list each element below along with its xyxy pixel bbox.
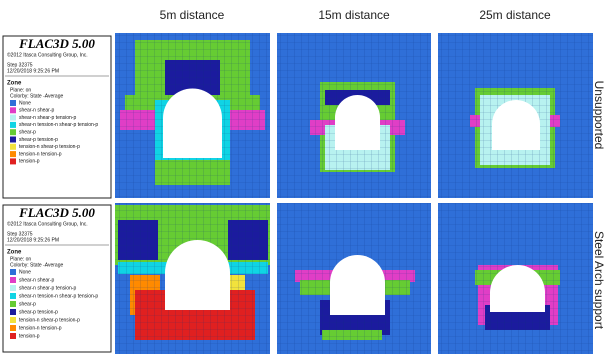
legend-swatch <box>10 309 16 315</box>
legend-label: shear-p <box>19 301 36 307</box>
legend-label: shear-n shear-p <box>19 277 55 283</box>
legend-swatch <box>10 325 16 331</box>
legend-swatch <box>10 129 16 135</box>
column-header: 5m distance <box>160 8 225 22</box>
panel <box>115 203 270 354</box>
legend-swatch <box>10 158 16 164</box>
legend-text: Colorby: State -Average <box>10 262 63 268</box>
panel <box>277 33 431 198</box>
legend-label: shear-p tension-p <box>19 309 58 315</box>
legends: FLAC3D 5.00©2012 Itasca Consulting Group… <box>3 36 111 352</box>
legend-text: ©2012 Itasca Consulting Group, Inc. <box>7 220 88 227</box>
legend-title: FLAC3D 5.00 <box>18 36 95 51</box>
legend-swatch <box>10 115 16 121</box>
legend-swatch <box>10 100 16 106</box>
legend-label: None <box>19 269 31 275</box>
panel <box>115 33 270 198</box>
legend-label: shear-n shear-p tension-p <box>19 115 76 121</box>
legend-label: tension-n shear-p tension-p <box>19 144 80 150</box>
panel <box>438 203 593 354</box>
legend-swatch <box>10 285 16 291</box>
legend-label: tension-n shear-p tension-p <box>19 317 80 323</box>
legend-swatch <box>10 107 16 113</box>
legend: FLAC3D 5.00©2012 Itasca Consulting Group… <box>3 36 111 198</box>
legend-text: 12/20/2018 9:25:26 PM <box>7 237 59 243</box>
legend-swatch <box>10 122 16 128</box>
legend-text: ©2012 Itasca Consulting Group, Inc. <box>7 51 88 58</box>
legend-label: tension-n tension-p <box>19 325 62 331</box>
legend-text: 12/20/2018 9:25:26 PM <box>7 68 59 74</box>
legend-label: shear-p <box>19 130 36 136</box>
legend-swatch <box>10 301 16 307</box>
figure: 5m distance 15m distance 25m distance Un… <box>0 0 608 354</box>
legend-heading: Zone <box>7 250 22 256</box>
legend-swatch <box>10 137 16 143</box>
legend-label: shear-n tension-n shear-p tension-p <box>19 293 98 299</box>
row-label: Unsupported <box>592 81 606 150</box>
column-header: 25m distance <box>479 8 551 22</box>
legend-label: tension-p <box>19 159 40 165</box>
legend-text: Colorby: State -Average <box>10 93 63 99</box>
legend-label: shear-n shear-p <box>19 108 55 114</box>
legend-swatch <box>10 333 16 339</box>
legend-title: FLAC3D 5.00 <box>18 205 95 220</box>
legend-swatch <box>10 317 16 323</box>
legend-label: tension-n tension-p <box>19 151 62 157</box>
row-label: Steel Arch support <box>592 231 606 330</box>
legend-label: shear-n shear-p tension-p <box>19 285 76 291</box>
legend-label: shear-n tension-n shear-p tension-p <box>19 122 98 128</box>
legend: FLAC3D 5.00©2012 Itasca Consulting Group… <box>3 205 111 352</box>
legend-swatch <box>10 144 16 150</box>
legend-swatch <box>10 293 16 299</box>
legend-label: tension-p <box>19 333 40 339</box>
panel <box>277 203 431 354</box>
legend-label: None <box>19 100 31 106</box>
legend-swatch <box>10 269 16 275</box>
legend-label: shear-p tension-p <box>19 137 58 143</box>
legend-swatch <box>10 151 16 157</box>
column-header: 15m distance <box>318 8 390 22</box>
legend-heading: Zone <box>7 81 22 87</box>
panel <box>438 33 593 198</box>
legend-swatch <box>10 277 16 283</box>
